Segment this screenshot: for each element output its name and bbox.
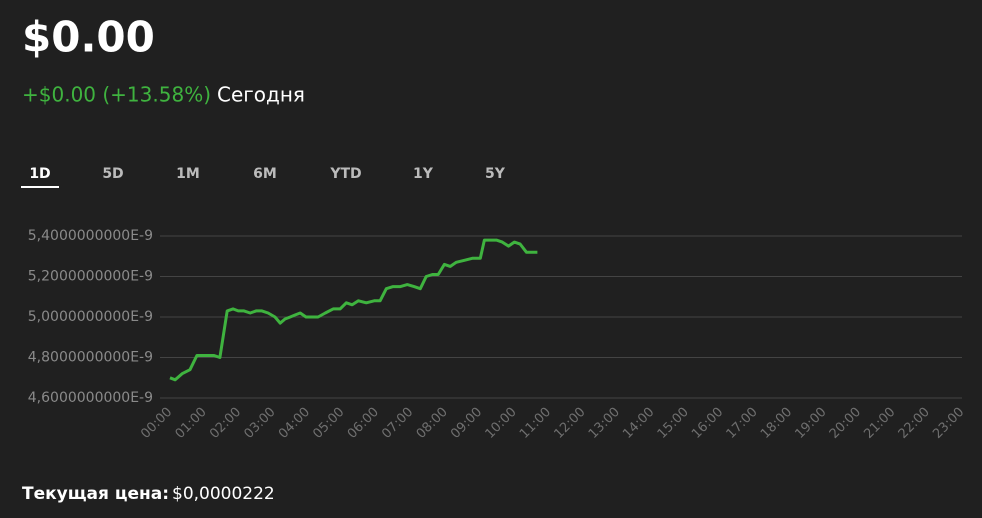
x-tick-label: 14:00 bbox=[620, 405, 657, 442]
tab[interactable]: 1M bbox=[176, 166, 200, 182]
x-tick-label: 08:00 bbox=[414, 405, 451, 442]
x-tick-label: 04:00 bbox=[276, 405, 313, 442]
y-tick-label: 5,4000000000E-9 bbox=[28, 228, 153, 244]
x-tick-label: 21:00 bbox=[861, 405, 898, 442]
y-tick-label: 4,6000000000E-9 bbox=[28, 390, 153, 406]
footer-label: Текущая цена: bbox=[22, 484, 169, 504]
tab-underline bbox=[21, 186, 59, 188]
x-tick-label: 03:00 bbox=[242, 405, 279, 442]
x-tick-label: 20:00 bbox=[827, 405, 864, 442]
price-line bbox=[169, 238, 538, 382]
x-tick-label: 05:00 bbox=[310, 405, 347, 442]
period: Сегодня bbox=[217, 83, 305, 107]
x-tick-label: 13:00 bbox=[586, 405, 623, 442]
change: +$0.00 (+13.58%) bbox=[22, 83, 211, 107]
tab[interactable]: 1Y bbox=[413, 166, 434, 182]
x-tick-label: 02:00 bbox=[207, 405, 244, 442]
tab[interactable]: 1D bbox=[29, 166, 50, 182]
x-tick-label: 22:00 bbox=[896, 405, 933, 442]
x-tick-label: 00:00 bbox=[138, 405, 175, 442]
x-tick-label: 19:00 bbox=[792, 405, 829, 442]
x-tick-label: 07:00 bbox=[379, 405, 416, 442]
x-tick-label: 06:00 bbox=[345, 405, 382, 442]
footer-value: $0,0000222 bbox=[172, 484, 275, 504]
y-tick-label: 4,8000000000E-9 bbox=[28, 350, 153, 366]
x-tick-label: 12:00 bbox=[551, 405, 588, 442]
y-tick-label: 5,2000000000E-9 bbox=[28, 269, 153, 285]
x-tick-label: 15:00 bbox=[655, 405, 692, 442]
y-tick-label: 5,0000000000E-9 bbox=[28, 309, 153, 325]
x-tick-label: 09:00 bbox=[448, 405, 485, 442]
x-tick-label: 17:00 bbox=[724, 405, 761, 442]
tab[interactable]: YTD bbox=[329, 166, 361, 182]
price: $0.00 bbox=[22, 13, 155, 62]
x-tick-label: 16:00 bbox=[689, 405, 726, 442]
tab[interactable]: 5Y bbox=[485, 166, 506, 182]
x-tick-label: 11:00 bbox=[517, 405, 554, 442]
x-tick-label: 01:00 bbox=[173, 405, 210, 442]
x-tick-label: 18:00 bbox=[758, 405, 795, 442]
tab[interactable]: 5D bbox=[102, 166, 123, 182]
x-tick-label: 10:00 bbox=[483, 405, 520, 442]
tab[interactable]: 6M bbox=[253, 166, 277, 182]
x-tick-label: 23:00 bbox=[930, 405, 967, 442]
